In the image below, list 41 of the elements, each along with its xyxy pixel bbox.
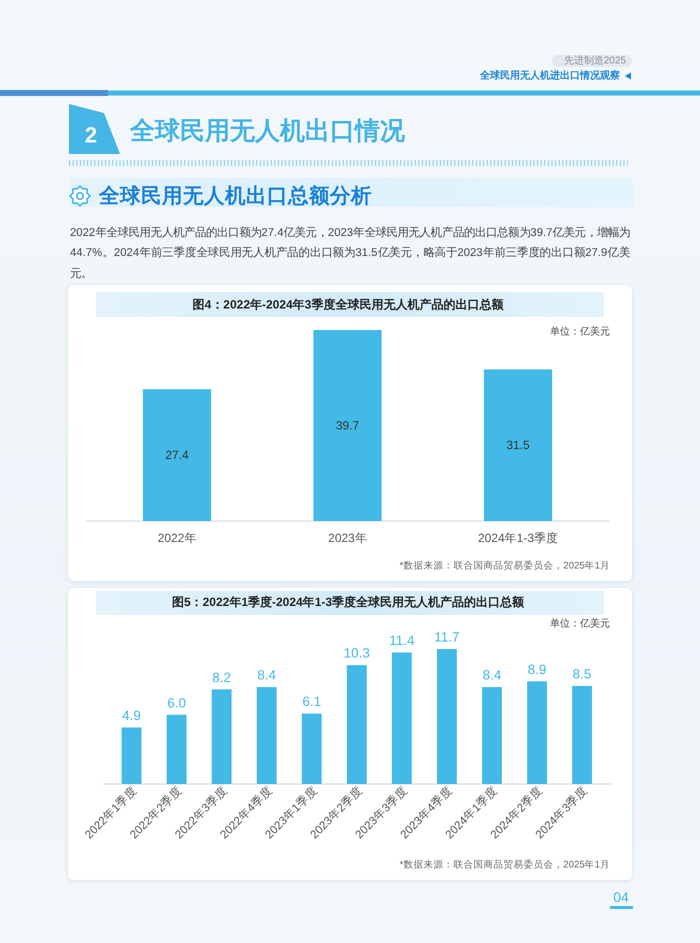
bar [527,681,547,784]
data-label: 27.4 [165,448,189,462]
y-axis-title: 单位：亿美元 [550,618,610,630]
data-label: 11.4 [389,632,415,648]
bar [572,686,592,784]
bar [436,649,457,784]
bar [392,652,412,784]
chart-title: 图5：2022年1季度-2024年1-3季度全球民用无人机产品的出口总额 [172,595,526,609]
bar [122,727,142,784]
data-label: 8.4 [257,668,277,683]
text: 全球民用无人机出口情况 [129,117,406,145]
bar [346,665,367,784]
text: 全球民用无人机进出口情况观察 [479,70,620,82]
data-label: 6.1 [302,694,322,710]
data-label: 39.7 [336,418,360,432]
data-label: 11.7 [434,630,460,644]
data-label: 8.9 [528,662,546,677]
data-label: 31.5 [506,438,530,452]
text: 全球民用无人机出口总额分析 [98,184,372,208]
x-tick-label: 2024年1-3季度 [478,531,558,545]
bar [212,689,232,784]
text: *数据来源：联合国商品贸易委员会，2025年1月 [400,560,610,572]
data-label: 8.4 [482,668,502,683]
bar [302,714,322,784]
text: 04 [613,889,629,905]
data-label: 8.5 [572,666,592,682]
data-label: 4.9 [122,708,141,723]
data-label: 6.0 [167,695,186,710]
text: *数据来源：联合国商品贸易委员会，2025年1月 [400,858,610,870]
bar [482,687,502,784]
y-axis-title: 单位：亿美元 [550,326,610,338]
data-label: 10.3 [344,646,370,661]
x-tick-label: 2023年 [328,531,367,545]
bar [256,687,277,784]
bar [166,714,186,784]
text: 2022年全球民用无人机产品的出口额为27.4亿美元，2023年全球民用无人机产品的出口总额为39.7亿美元，增幅为44.7%。2024年前三季度全球民用无人机产品的出口额为31.5亿美元，略高于2023年前三季度的出口额27.9亿美元。 [70,225,630,282]
x-tick-label: 2022年 [158,531,196,545]
text: 先进制造2025 [564,54,626,66]
chart-title: 图4：2022年-2024年3季度全球民用无人机产品的出口总额 [192,298,504,312]
text: 2 [84,122,98,148]
data-label: 8.2 [212,670,232,685]
